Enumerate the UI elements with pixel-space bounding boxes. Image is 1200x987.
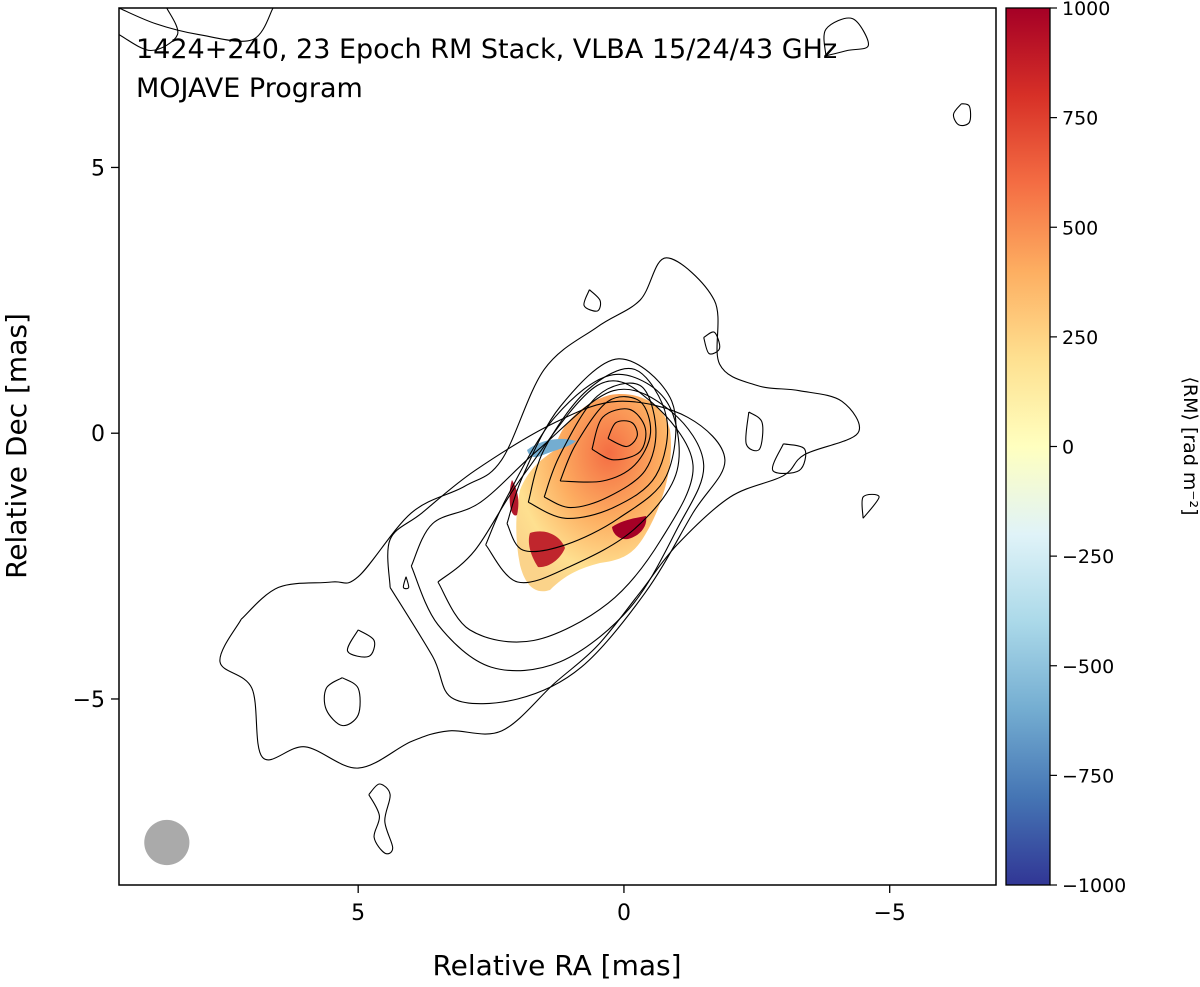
colorbar-tick-label: −1000 <box>1062 875 1126 897</box>
y-axis-ticks: 5 0 −5 <box>73 156 119 713</box>
contour-level-2 <box>387 400 726 705</box>
rm-red-edge-right <box>612 516 647 540</box>
colorbar-tick-label: −250 <box>1062 546 1114 568</box>
contour-level-3 <box>410 388 705 672</box>
plot-area <box>119 8 972 866</box>
title-line-1: 1424+240, 23 Epoch RM Stack, VLBA 15/24/… <box>136 34 837 65</box>
contour-level-1 <box>346 629 376 658</box>
y-tick-label: 0 <box>91 422 105 447</box>
contour-level-1 <box>823 17 869 57</box>
contour-level-1 <box>583 289 602 312</box>
plot-frame <box>118 7 997 886</box>
colorbar-tick-label: −500 <box>1062 656 1114 678</box>
contour-level-1 <box>368 783 394 855</box>
colorbar-tick-label: 500 <box>1062 217 1098 239</box>
x-axis-label: Relative RA [mas] <box>432 949 681 982</box>
contour-level-1 <box>119 8 179 52</box>
x-tick-label: 5 <box>351 901 365 926</box>
y-axis-label: Relative Dec [mas] <box>0 313 33 579</box>
contour-level-9 <box>559 396 652 483</box>
contour-layer <box>119 8 972 855</box>
colorbar: 1000 750 500 250 0 −250 −500 −750 −1000 ⟨RM⟩ [ra… <box>1005 0 1200 897</box>
contour-level-1 <box>402 576 410 590</box>
x-tick-label: 0 <box>617 901 631 926</box>
colorbar-tick-label: 0 <box>1062 437 1074 459</box>
y-tick-label: 5 <box>91 156 105 181</box>
contour-level-1 <box>323 677 361 727</box>
contour-level-1 <box>703 331 721 355</box>
colorbar-gradient <box>1006 8 1050 885</box>
colorbar-tick-label: 750 <box>1062 108 1098 130</box>
contour-level-1 <box>952 103 972 127</box>
colorbar-tick-label: 250 <box>1062 327 1098 349</box>
contour-level-8 <box>543 382 657 509</box>
title-line-2: MOJAVE Program <box>136 73 363 104</box>
contour-level-1 <box>745 411 764 452</box>
colorbar-label: ⟨RM⟩ [rad m⁻²] <box>1179 377 1200 516</box>
contour-level-4 <box>437 380 694 643</box>
contour-level-10 <box>591 408 647 461</box>
colorbar-tick-label: −750 <box>1062 765 1114 787</box>
contour-level-1 <box>861 493 880 519</box>
colorbar-ticks: 1000 750 500 250 0 −250 −500 −750 −1000 <box>1050 0 1126 897</box>
colorbar-tick-label: 1000 <box>1062 0 1110 20</box>
x-axis-ticks: 5 0 −5 <box>351 885 906 926</box>
rm-red-edge-bottom <box>528 531 565 568</box>
beam-ellipse <box>144 819 190 866</box>
x-tick-label: −5 <box>873 901 905 926</box>
contour-level-1 <box>119 8 274 42</box>
y-tick-label: −5 <box>73 688 105 713</box>
contour-level-7 <box>527 367 669 519</box>
contour-level-1 <box>771 443 807 474</box>
contour-level-11 <box>607 420 638 448</box>
contour-level-1 <box>219 257 860 769</box>
contour-level-6 <box>506 358 677 553</box>
